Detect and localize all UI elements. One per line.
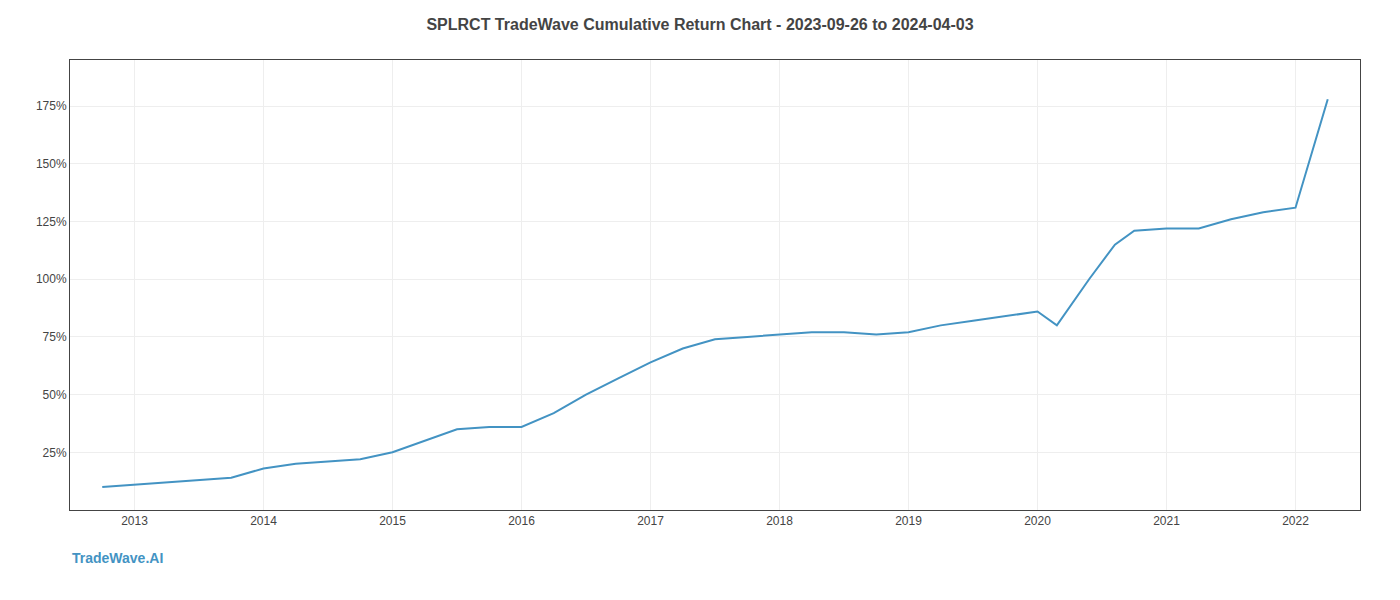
svg-text:2015: 2015 — [379, 514, 406, 528]
svg-text:2018: 2018 — [766, 514, 793, 528]
svg-text:2014: 2014 — [250, 514, 277, 528]
svg-text:75%: 75% — [43, 330, 67, 344]
svg-text:2019: 2019 — [895, 514, 922, 528]
svg-text:2020: 2020 — [1024, 514, 1051, 528]
svg-text:2022: 2022 — [1282, 514, 1309, 528]
svg-text:25%: 25% — [43, 446, 67, 460]
svg-text:50%: 50% — [43, 388, 67, 402]
svg-text:150%: 150% — [36, 157, 67, 171]
svg-text:2016: 2016 — [508, 514, 535, 528]
svg-text:2021: 2021 — [1153, 514, 1180, 528]
svg-text:2013: 2013 — [121, 514, 148, 528]
svg-text:125%: 125% — [36, 215, 67, 229]
svg-text:175%: 175% — [36, 99, 67, 113]
svg-text:100%: 100% — [36, 272, 67, 286]
svg-text:TradeWave.AI: TradeWave.AI — [72, 550, 163, 566]
svg-text:SPLRCT TradeWave Cumulative Re: SPLRCT TradeWave Cumulative Return Chart… — [426, 16, 973, 33]
svg-text:2017: 2017 — [637, 514, 664, 528]
